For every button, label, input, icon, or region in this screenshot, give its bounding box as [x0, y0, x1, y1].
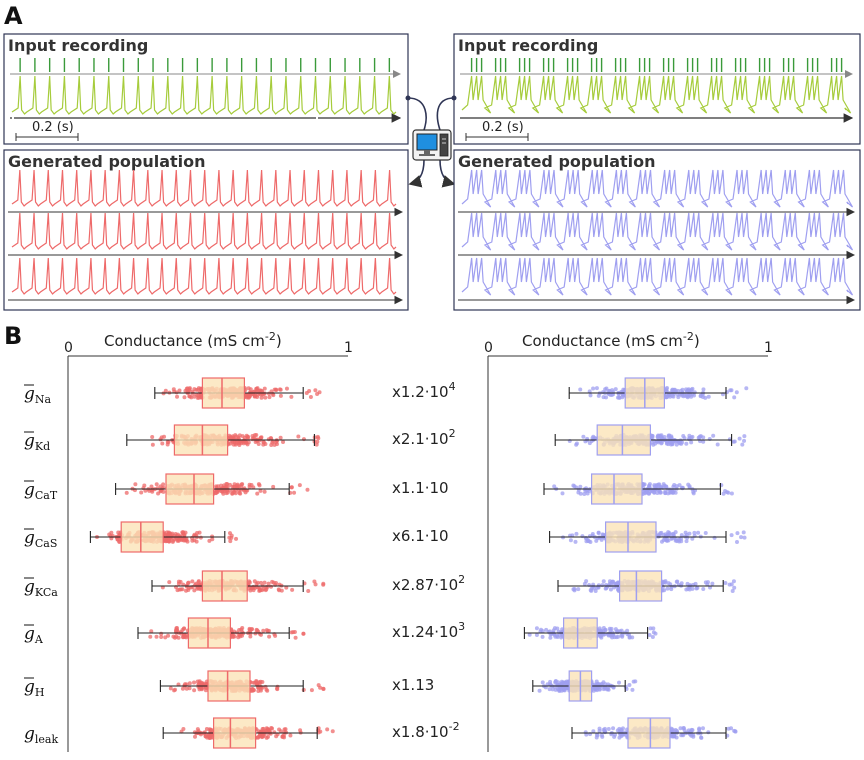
panel-a-label: A	[4, 2, 23, 30]
row-label-CaS: gCaS	[24, 528, 57, 550]
row-label-CaT: gCaT	[24, 480, 58, 502]
right-input-spike-raster	[470, 58, 843, 72]
right-scale-label: 0.2 (s)	[482, 120, 524, 135]
computer-icon	[405, 95, 457, 188]
right-box-A	[562, 617, 598, 649]
left-population-title: Generated population	[8, 152, 206, 171]
right-box-leak	[627, 717, 671, 749]
left-axis-title-sup: -2	[265, 330, 276, 343]
right-axis-title: Conductance (mS cm-2)	[522, 330, 700, 350]
left-box-CaS	[120, 521, 164, 553]
left-box-A	[187, 617, 231, 649]
right-input-title: Input recording	[458, 36, 598, 55]
left-box-leak	[213, 717, 257, 749]
left-scale-label: 0.2 (s)	[32, 120, 74, 135]
right-box-CaT	[590, 473, 643, 505]
scale-factor-6: x1.13	[392, 676, 434, 694]
left-box-KCa	[201, 570, 248, 602]
left-box-H	[207, 670, 251, 702]
right-population-title: Generated population	[458, 152, 656, 171]
left-xtick-1: 1	[344, 340, 353, 356]
scale-factor-3: x6.1·10	[392, 527, 449, 545]
scale-factor-2: x1.1·10	[392, 479, 449, 497]
right-box-CaS	[604, 521, 657, 553]
left-population-panel: Generated population	[3, 149, 409, 311]
row-label-leak: gleak	[24, 724, 58, 746]
row-label-Kd: gKd	[24, 431, 50, 453]
left-xtick-0: 0	[64, 340, 73, 356]
right-box-KCa	[618, 570, 663, 602]
right-axis-title-text: Conductance (mS cm	[522, 332, 683, 350]
scale-factors: x1.2·104 x2.1·102 x1.1·10 x6.1·10 x2.87·102 x…	[392, 380, 465, 741]
right-input-voltage-trace	[461, 75, 852, 114]
left-boxplot-chart: 0 1 Conductance (mS cm-2)	[64, 330, 353, 752]
right-axis-title-sup: -2	[683, 330, 694, 343]
right-xtick-0: 0	[484, 340, 493, 356]
panel-b-label: B	[4, 322, 22, 350]
row-labels: gNa gKd gCaT gCaS gKCa gA gH gleak	[24, 384, 58, 746]
left-input-panel: Input recording 0.2 (s)	[3, 33, 409, 145]
row-label-Na: gNa	[24, 384, 52, 406]
right-boxplot-chart: 0 1 Conductance (mS cm-2)	[484, 330, 773, 752]
right-xtick-1: 1	[764, 340, 773, 356]
left-input-voltage-trace	[11, 75, 397, 115]
scale-factor-4: x2.87·102	[392, 573, 465, 594]
right-population-panel: Generated population	[453, 149, 861, 311]
row-label-A: gA	[24, 624, 44, 646]
left-axis-title-text: Conductance (mS cm	[104, 332, 265, 350]
left-scale-bar: 0.2 (s)	[15, 120, 79, 141]
left-axis-title: Conductance (mS cm-2)	[104, 330, 282, 350]
scale-factor-5: x1.24·103	[392, 620, 465, 641]
scale-factor-1: x2.1·102	[392, 427, 456, 448]
scale-factor-0: x1.2·104	[392, 380, 456, 401]
right-scale-bar: 0.2 (s)	[465, 120, 529, 141]
row-label-KCa: gKCa	[24, 577, 58, 599]
right-population-traces	[458, 169, 856, 305]
left-input-title: Input recording	[8, 36, 148, 55]
left-box-Na	[201, 377, 245, 409]
left-input-spike-raster	[19, 58, 391, 72]
scale-factor-7: x1.8·10-2	[392, 720, 460, 741]
left-population-traces	[8, 169, 404, 305]
left-box-CaT	[165, 473, 215, 505]
row-label-H: gH	[24, 677, 44, 699]
right-input-panel: Input recording 0.2 (s)	[453, 33, 861, 145]
left-box-Kd	[173, 424, 229, 456]
right-box-Kd	[596, 424, 652, 456]
